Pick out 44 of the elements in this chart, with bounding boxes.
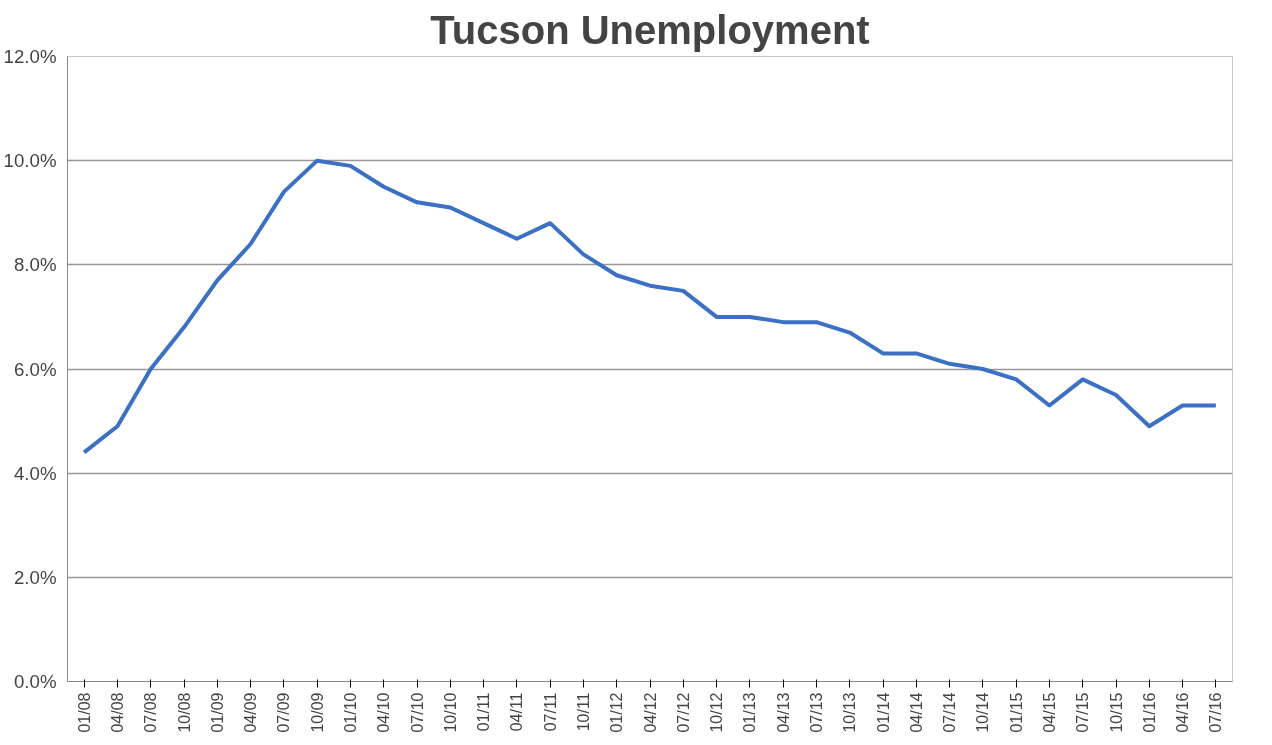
x-tick-label: 04/08 xyxy=(108,692,126,733)
x-tick-label: 04/10 xyxy=(375,692,393,733)
x-tick-label: 04/09 xyxy=(242,692,260,733)
x-tick-label: 07/10 xyxy=(408,692,426,733)
chart-title: Tucson Unemployment xyxy=(430,7,870,52)
x-tick-label: 10/08 xyxy=(175,692,193,733)
x-tick-label: 10/10 xyxy=(441,692,459,733)
x-tick-label: 01/09 xyxy=(208,692,226,733)
x-tick-label: 10/12 xyxy=(708,692,726,733)
x-tick-label: 04/14 xyxy=(907,692,925,733)
x-tick-label: 07/16 xyxy=(1207,692,1225,733)
x-tick-label: 07/13 xyxy=(807,692,825,733)
x-tick-label: 01/12 xyxy=(608,692,626,733)
x-tick-label: 04/11 xyxy=(508,692,526,732)
x-tick-label: 07/09 xyxy=(275,692,293,733)
y-tick-label: 12.0% xyxy=(3,46,57,67)
x-tick-label: 10/15 xyxy=(1107,692,1125,733)
x-tick-label: 10/11 xyxy=(574,692,592,732)
x-tick-label: 07/12 xyxy=(674,692,692,733)
x-tick-label: 07/11 xyxy=(541,692,559,732)
x-tick-label: 07/08 xyxy=(142,692,160,733)
y-tick-label: 10.0% xyxy=(3,150,57,172)
x-tick-label: 10/13 xyxy=(841,692,859,733)
x-tick-label: 07/15 xyxy=(1074,692,1092,733)
x-tick-label: 04/12 xyxy=(641,692,659,733)
x-tick-label: 01/15 xyxy=(1007,692,1025,733)
x-tick-label: 07/14 xyxy=(941,692,959,733)
x-tick-label: 01/10 xyxy=(341,692,359,733)
y-tick-label: 4.0% xyxy=(13,462,57,484)
y-tick-label: 6.0% xyxy=(13,358,57,380)
y-tick-label: 2.0% xyxy=(13,566,57,588)
x-tick-label: 01/14 xyxy=(874,692,892,733)
x-tick-label: 01/13 xyxy=(741,692,759,733)
x-tick-label: 04/16 xyxy=(1174,692,1192,733)
x-tick-label: 10/09 xyxy=(308,692,326,733)
x-tick-label: 04/13 xyxy=(774,692,792,733)
x-tick-label: 01/16 xyxy=(1140,692,1158,733)
line-series xyxy=(82,158,1218,455)
x-tick-label: 01/08 xyxy=(75,692,93,733)
y-tick-label: 0.0% xyxy=(13,671,57,692)
y-tick-label: 8.0% xyxy=(13,254,57,276)
x-tick-label: 04/15 xyxy=(1040,692,1058,733)
x-tick-label: 10/14 xyxy=(974,692,992,733)
x-tick-label: 01/11 xyxy=(475,692,493,732)
